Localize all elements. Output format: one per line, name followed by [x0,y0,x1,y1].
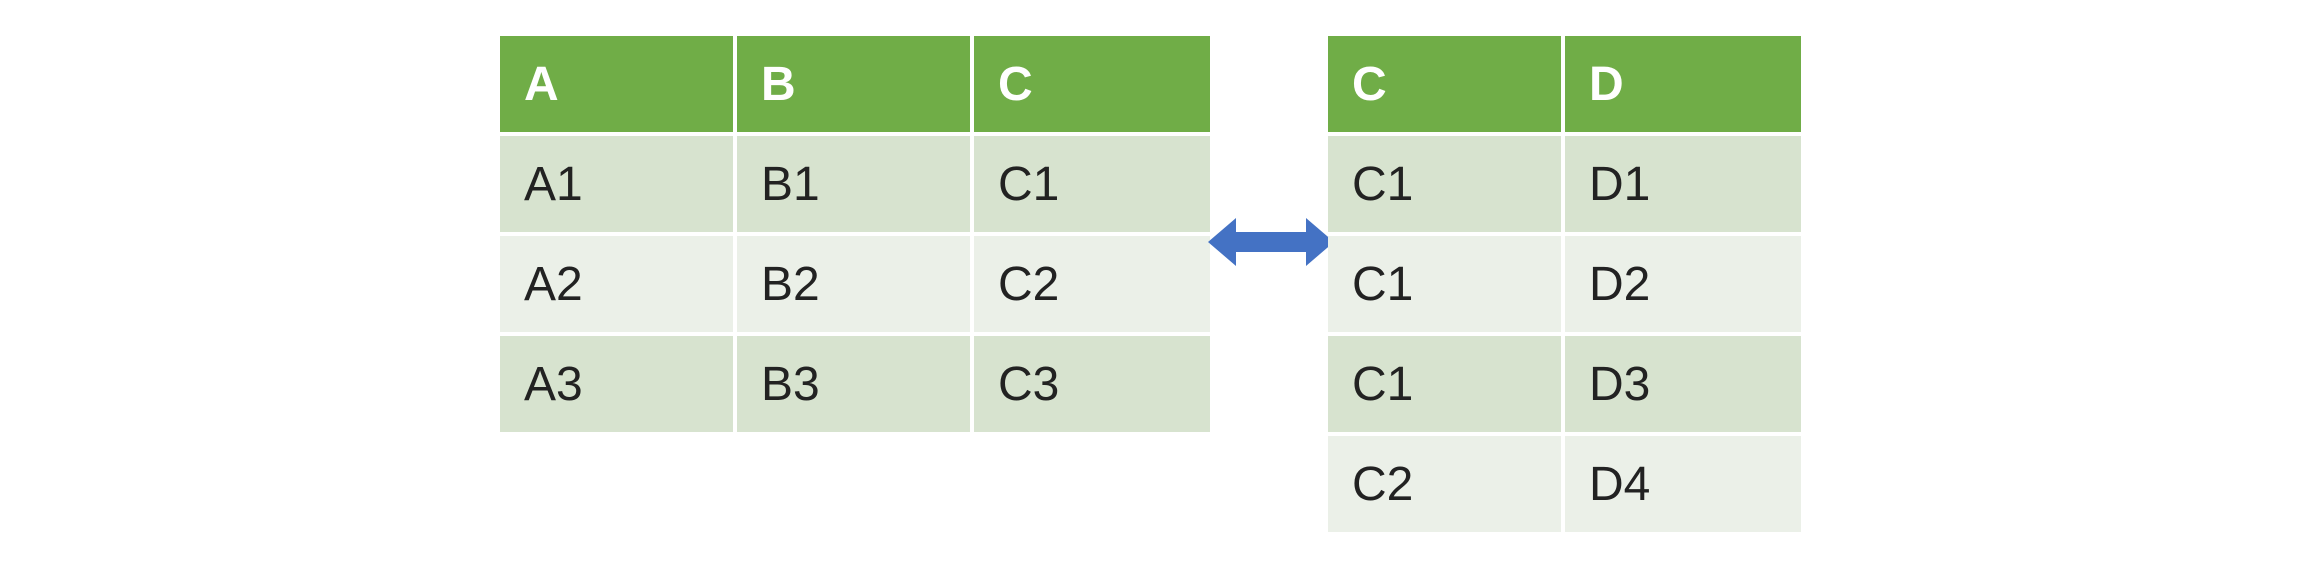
table-cell: A2 [500,236,733,332]
left-table-header-b: B [737,36,970,132]
table-cell: C1 [974,136,1210,232]
table-cell: B2 [737,236,970,332]
table-cell: C2 [1328,436,1561,532]
table-row: C1 D3 [1328,336,1801,432]
table-row: C1 D1 [1328,136,1801,232]
right-table-header-c: C [1328,36,1561,132]
table-cell: D3 [1565,336,1801,432]
table-cell: C1 [1328,336,1561,432]
table-cell: B1 [737,136,970,232]
right-table: C D C1 D1 C1 D2 C1 D3 C2 D4 [1324,32,1805,536]
right-table-header-row: C D [1328,36,1801,132]
left-table-header-c: C [974,36,1210,132]
left-table-header-row: A B C [500,36,1210,132]
table-cell: C1 [1328,136,1561,232]
arrow-shape [1208,218,1334,266]
table-cell: D2 [1565,236,1801,332]
table-cell: D1 [1565,136,1801,232]
table-cell: A1 [500,136,733,232]
table-cell: C2 [974,236,1210,332]
table-cell: A3 [500,336,733,432]
left-table-header-a: A [500,36,733,132]
table-row: A3 B3 C3 [500,336,1210,432]
table-cell: B3 [737,336,970,432]
table-row: C2 D4 [1328,436,1801,532]
table-cell: D4 [1565,436,1801,532]
table-row: A1 B1 C1 [500,136,1210,232]
double-headed-arrow-icon [1208,218,1334,266]
table-row: C1 D2 [1328,236,1801,332]
table-cell: C1 [1328,236,1561,332]
table-cell: C3 [974,336,1210,432]
table-row: A2 B2 C2 [500,236,1210,332]
right-table-header-d: D [1565,36,1801,132]
left-table: A B C A1 B1 C1 A2 B2 C2 A3 B3 C3 [496,32,1214,436]
